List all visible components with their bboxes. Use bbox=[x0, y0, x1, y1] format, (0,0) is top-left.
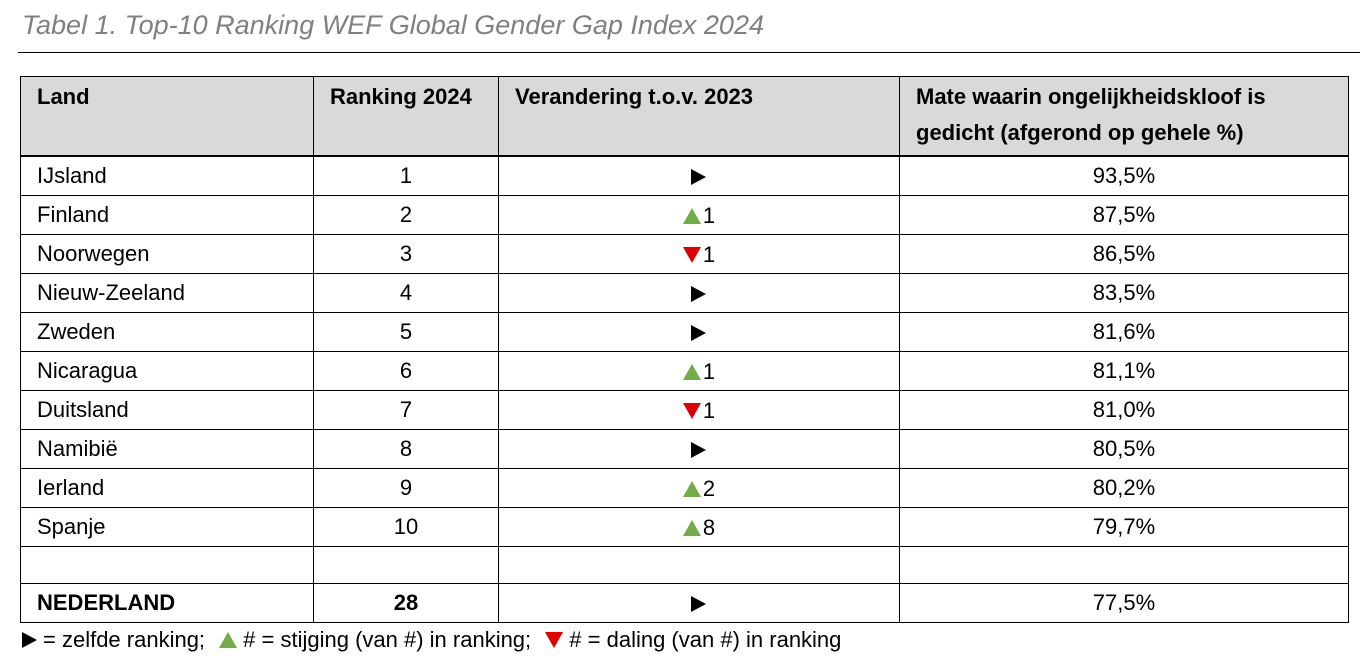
fall-icon bbox=[682, 402, 701, 419]
empty-cell bbox=[498, 546, 900, 584]
gap-cell: 80,5% bbox=[899, 429, 1349, 469]
table-row: Namibië 8 80,5% bbox=[20, 429, 1349, 469]
change-cell: 1 bbox=[498, 234, 900, 274]
table-row: Spanje 10 8 79,7% bbox=[20, 507, 1349, 547]
empty-cell bbox=[313, 546, 499, 584]
country-cell: Finland bbox=[20, 195, 314, 235]
rank-cell: 1 bbox=[313, 155, 499, 196]
legend-down: # = daling (van #) in ranking bbox=[569, 627, 842, 653]
gap-cell: 77,5% bbox=[899, 583, 1349, 623]
fall-icon bbox=[545, 632, 564, 649]
gap-cell: 83,5% bbox=[899, 273, 1349, 313]
change-cell: 2 bbox=[498, 468, 900, 508]
country-cell: Spanje bbox=[20, 507, 314, 547]
empty-cell bbox=[20, 546, 314, 584]
change-cell: 1 bbox=[498, 195, 900, 235]
rise-icon bbox=[682, 480, 701, 497]
same-ranking-icon bbox=[22, 632, 37, 649]
rank-cell: 28 bbox=[313, 583, 499, 623]
country-cell: Duitsland bbox=[20, 390, 314, 430]
gap-cell: 80,2% bbox=[899, 468, 1349, 508]
table-header-row: Land Ranking 2024 Verandering t.o.v. 202… bbox=[20, 76, 1349, 157]
header-rank: Ranking 2024 bbox=[313, 76, 499, 157]
rank-cell: 7 bbox=[313, 390, 499, 430]
same-ranking-icon bbox=[690, 324, 706, 341]
spacer-row bbox=[20, 546, 1349, 584]
table-row: Zweden 5 81,6% bbox=[20, 312, 1349, 352]
gender-gap-table: Land Ranking 2024 Verandering t.o.v. 202… bbox=[20, 76, 1349, 623]
header-gap: Mate waarin ongelijkheidskloof is gedich… bbox=[899, 76, 1349, 157]
rise-icon bbox=[682, 363, 701, 380]
same-ranking-icon bbox=[690, 595, 706, 612]
rank-cell: 6 bbox=[313, 351, 499, 391]
change-cell bbox=[498, 312, 900, 352]
rank-cell: 2 bbox=[313, 195, 499, 235]
rise-icon bbox=[682, 519, 701, 536]
table-row: Nicaragua 6 1 81,1% bbox=[20, 351, 1349, 391]
change-cell bbox=[498, 273, 900, 313]
change-cell: 1 bbox=[498, 390, 900, 430]
rank-cell: 4 bbox=[313, 273, 499, 313]
rise-icon bbox=[682, 207, 701, 224]
change-cell bbox=[498, 583, 900, 623]
change-cell bbox=[498, 429, 900, 469]
country-cell: Nieuw-Zeeland bbox=[20, 273, 314, 313]
same-ranking-icon bbox=[690, 285, 706, 302]
table-row: Finland 2 1 87,5% bbox=[20, 195, 1349, 235]
gap-cell: 81,1% bbox=[899, 351, 1349, 391]
country-cell: Namibië bbox=[20, 429, 314, 469]
table-row: Ierland 9 2 80,2% bbox=[20, 468, 1349, 508]
rank-cell: 9 bbox=[313, 468, 499, 508]
same-ranking-icon bbox=[690, 168, 706, 185]
country-cell: Zweden bbox=[20, 312, 314, 352]
same-ranking-icon bbox=[690, 441, 706, 458]
rank-cell: 10 bbox=[313, 507, 499, 547]
country-cell: Nicaragua bbox=[20, 351, 314, 391]
country-cell: Ierland bbox=[20, 468, 314, 508]
gap-cell: 87,5% bbox=[899, 195, 1349, 235]
change-value: 1 bbox=[702, 202, 716, 228]
legend-same: = zelfde ranking; bbox=[43, 627, 206, 653]
caption-divider bbox=[18, 52, 1360, 53]
table-caption: Tabel 1. Top-10 Ranking WEF Global Gende… bbox=[22, 10, 764, 40]
change-value: 1 bbox=[702, 358, 716, 384]
table-row: IJsland 1 93,5% bbox=[20, 155, 1349, 196]
change-cell: 1 bbox=[498, 351, 900, 391]
fall-icon bbox=[682, 246, 701, 263]
rank-cell: 8 bbox=[313, 429, 499, 469]
table-row: Noorwegen 3 1 86,5% bbox=[20, 234, 1349, 274]
change-value: 1 bbox=[702, 397, 716, 423]
rank-cell: 3 bbox=[313, 234, 499, 274]
gap-cell: 81,0% bbox=[899, 390, 1349, 430]
table-row: Duitsland 7 1 81,0% bbox=[20, 390, 1349, 430]
rise-icon bbox=[219, 632, 238, 649]
change-value: 2 bbox=[702, 475, 716, 501]
legend-up: # = stijging (van #) in ranking; bbox=[243, 627, 532, 653]
gap-cell: 86,5% bbox=[899, 234, 1349, 274]
change-cell: 8 bbox=[498, 507, 900, 547]
legend: = zelfde ranking; # = stijging (van #) i… bbox=[22, 626, 841, 653]
change-value: 8 bbox=[702, 514, 716, 540]
table-row: NEDERLAND 28 77,5% bbox=[20, 583, 1349, 623]
country-cell: Noorwegen bbox=[20, 234, 314, 274]
country-cell: NEDERLAND bbox=[20, 583, 314, 623]
table-body: IJsland 1 93,5% Finland 2 1 87,5% Noorwegen 3 1 86… bbox=[20, 155, 1349, 623]
country-cell: IJsland bbox=[20, 155, 314, 196]
table-row: Nieuw-Zeeland 4 83,5% bbox=[20, 273, 1349, 313]
gap-cell: 81,6% bbox=[899, 312, 1349, 352]
header-change: Verandering t.o.v. 2023 bbox=[498, 76, 900, 157]
change-value: 1 bbox=[702, 241, 716, 267]
gap-cell: 93,5% bbox=[899, 155, 1349, 196]
change-cell bbox=[498, 155, 900, 196]
rank-cell: 5 bbox=[313, 312, 499, 352]
gap-cell: 79,7% bbox=[899, 507, 1349, 547]
header-land: Land bbox=[20, 76, 314, 157]
empty-cell bbox=[899, 546, 1349, 584]
